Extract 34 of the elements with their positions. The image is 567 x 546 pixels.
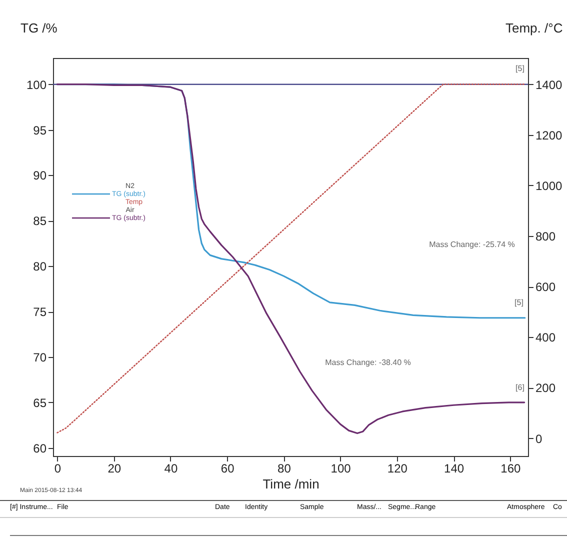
annotation: Mass Change: -38.40 % bbox=[325, 358, 411, 367]
y2-tick-label: 800 bbox=[536, 230, 556, 244]
x-axis-title: Time /min bbox=[262, 476, 320, 492]
x-tick-label: 40 bbox=[164, 462, 178, 476]
y2-tick-label: 0 bbox=[536, 432, 542, 446]
y-tick-label: 100 bbox=[26, 78, 47, 92]
annotation: [5] bbox=[514, 298, 524, 307]
y-axis-title: TG /% bbox=[20, 20, 58, 36]
y-tick-label: 70 bbox=[33, 350, 47, 364]
x-tick-label: 0 bbox=[54, 462, 62, 476]
annotation: Mass Change: -25.74 % bbox=[429, 240, 515, 249]
x-tick-label: 60 bbox=[220, 462, 235, 476]
y-tick-label: 65 bbox=[33, 396, 47, 410]
x-tick-label: 120 bbox=[387, 462, 408, 476]
y-tick-label: 95 bbox=[33, 123, 47, 138]
y2-tick-label: 1000 bbox=[536, 178, 563, 193]
annotation: [6] bbox=[516, 383, 524, 392]
y-tick-label: 75 bbox=[33, 305, 47, 320]
y-tick-label: 90 bbox=[33, 168, 47, 183]
x-tick-label: 140 bbox=[444, 462, 464, 476]
y2-tick-label: 1200 bbox=[536, 128, 563, 142]
x-tick-label: 80 bbox=[278, 462, 292, 476]
x-tick-label: 100 bbox=[330, 462, 352, 476]
y2-axis-title: Temp. /°C bbox=[506, 20, 563, 36]
y2-tick-label: 200 bbox=[536, 381, 556, 396]
y-tick-label: 85 bbox=[33, 214, 47, 228]
y2-tick-label: 600 bbox=[536, 280, 556, 294]
y-tick-label: 60 bbox=[33, 441, 47, 456]
x-tick-label: 20 bbox=[108, 462, 122, 476]
annotation: [5] bbox=[516, 64, 524, 73]
y-tick-label: 80 bbox=[33, 260, 47, 274]
y2-tick-label: 1400 bbox=[536, 78, 563, 92]
x-tick-label: 160 bbox=[500, 462, 521, 476]
y2-tick-label: 400 bbox=[536, 330, 556, 345]
